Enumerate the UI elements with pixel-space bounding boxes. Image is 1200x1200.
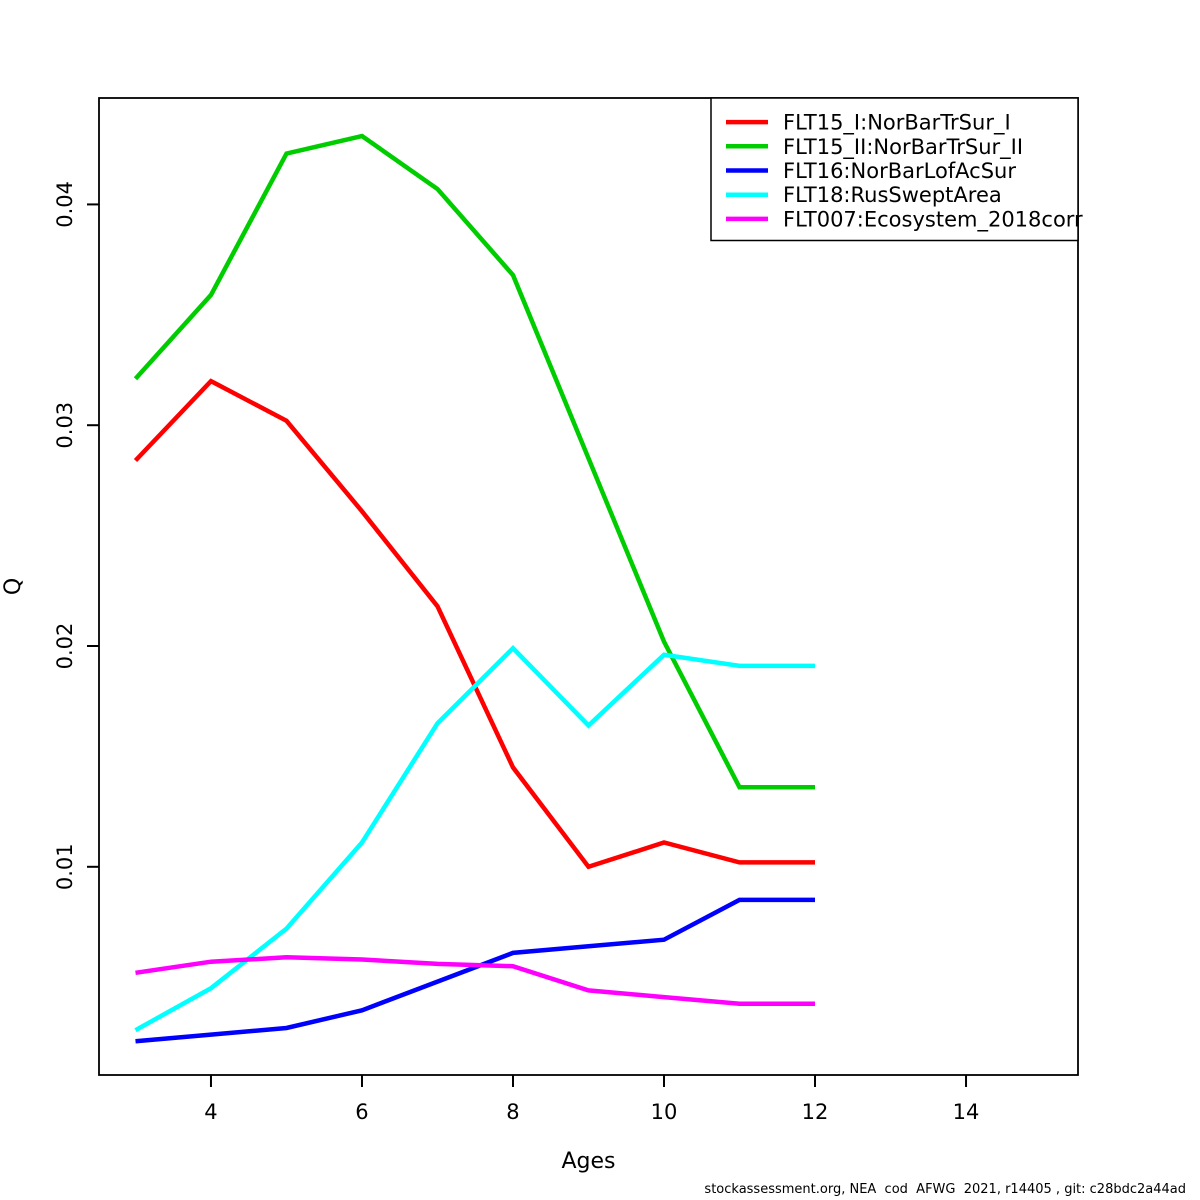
- x-axis-tick-label: 14: [953, 1100, 980, 1124]
- series-line-FLT15_II: [133, 133, 815, 790]
- x-axis-tick-label: 10: [651, 1100, 678, 1124]
- legend-box: [710, 97, 1079, 242]
- legend-label-FLT007: FLT007:Ecosystem_2018corr: [783, 207, 1083, 232]
- legend-label-FLT16: FLT16:NorBarLofAcSur: [783, 159, 1016, 183]
- series-line-FLT007: [135, 955, 815, 1006]
- x-axis-tick-label: 6: [355, 1100, 368, 1124]
- y-axis-tick-label: 0.01: [53, 843, 77, 890]
- footer-credit: stockassessment.org, NEA cod AFWG 2021, …: [704, 1182, 1186, 1197]
- y-axis-tick-label: 0.04: [53, 181, 77, 228]
- plot-frame: [98, 97, 1079, 1076]
- series-line-FLT15_I: [133, 378, 815, 870]
- x-axis-tick-label: 8: [506, 1100, 519, 1124]
- x-axis-tick-label: 12: [802, 1100, 829, 1124]
- chart-plot-area: 4 6 8 10 12 14 0.01 0.02 0.03 0.04 FLT15_I:NorBarT…: [53, 97, 1083, 1124]
- y-axis-tick-label: 0.03: [53, 402, 77, 449]
- y-axis-title: Q: [1, 578, 26, 595]
- series-line-FLT16: [135, 897, 815, 1044]
- legend-label-FLT18: FLT18:RusSweptArea: [783, 183, 1002, 207]
- legend-label-FLT15_I: FLT15_I:NorBarTrSur_I: [783, 111, 1011, 136]
- x-axis-tick-label: 4: [204, 1100, 217, 1124]
- legend-label-FLT15_II: FLT15_II:NorBarTrSur_II: [783, 135, 1023, 160]
- series-line-FLT18: [134, 645, 815, 1033]
- y-axis-tick-label: 0.02: [53, 623, 77, 670]
- x-axis-title: Ages: [561, 1149, 615, 1174]
